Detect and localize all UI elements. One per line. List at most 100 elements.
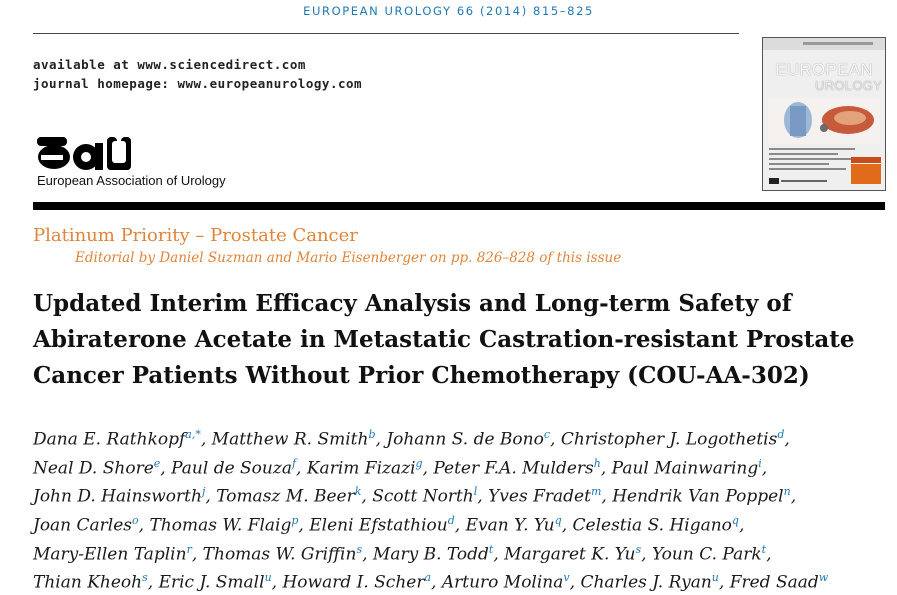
author-name[interactable]: Neal D. Shore <box>33 458 154 479</box>
author-name[interactable]: Karim Fizazi <box>306 458 416 479</box>
affiliation-marker[interactable]: d <box>447 513 455 527</box>
affiliation-marker[interactable]: s <box>142 571 148 585</box>
editorial-note[interactable]: Editorial by Daniel Suzman and Mario Eis… <box>75 250 622 266</box>
author-separator: , <box>784 429 790 450</box>
affiliation-marker[interactable]: b <box>368 428 376 441</box>
author-separator: , <box>200 429 212 450</box>
affiliation-marker[interactable]: n <box>783 485 791 499</box>
author-name[interactable]: Peter F.A. Mulders <box>433 458 594 479</box>
author-name[interactable]: Celestia S. Higano <box>572 515 732 536</box>
author-separator: , <box>362 544 373 565</box>
author-name[interactable]: Thomas W. Flaig <box>149 515 292 536</box>
author-separator: , <box>601 486 613 507</box>
availability-line[interactable]: available at www.sciencedirect.com <box>33 57 306 72</box>
author-name[interactable]: Arturo Molina <box>441 572 564 593</box>
affiliation-marker[interactable]: s <box>356 542 363 556</box>
affiliation-marker[interactable]: q <box>554 513 562 527</box>
cover-contents-lines <box>769 148 855 174</box>
running-head: EUROPEAN UROLOGY 66 (2014) 815–825 <box>303 4 594 18</box>
affiliation-marker[interactable]: k <box>354 485 362 499</box>
cover-title-bottom: UROLOGY <box>815 78 883 93</box>
affiliation-marker[interactable]: h <box>593 456 601 470</box>
affiliation-marker[interactable]: t <box>488 542 494 556</box>
affiliation-marker[interactable]: l <box>473 485 478 499</box>
author-name[interactable]: Eleni Efstathiou <box>309 515 448 536</box>
author-line: Neal D. Shoree, Paul de Souzaf, Karim Fi… <box>33 452 893 481</box>
author-name[interactable]: Charles J. Ryan <box>580 572 712 593</box>
author-name[interactable]: Johann S. de Bono <box>386 429 544 450</box>
author-name[interactable]: Evan Y. Yu <box>465 515 555 536</box>
article-category: Platinum Priority – Prostate Cancer <box>33 225 358 246</box>
author-separator: , <box>375 429 387 450</box>
author-separator: , <box>205 486 217 507</box>
affiliation-marker[interactable]: v <box>563 571 570 585</box>
author-name[interactable]: Margaret K. Yu <box>504 544 636 565</box>
article-title: Updated Interim Efficacy Analysis and Lo… <box>33 286 883 394</box>
affiliation-marker[interactable]: r <box>186 542 192 556</box>
author-name[interactable]: Yves Fradet <box>488 486 591 507</box>
affiliation-marker[interactable]: j <box>201 485 206 499</box>
affiliation-marker[interactable]: u <box>711 571 719 585</box>
affiliation-marker[interactable]: o <box>132 513 139 527</box>
society-name: European Association of Urology <box>37 173 226 188</box>
affiliation-marker[interactable]: a,* <box>185 428 201 441</box>
author-separator: , <box>493 544 505 565</box>
affiliation-marker[interactable]: a <box>424 571 432 585</box>
author-name[interactable]: Mary B. Todd <box>372 544 489 565</box>
author-name[interactable]: Howard I. Scher <box>282 572 425 593</box>
affiliation-marker[interactable]: w <box>818 571 829 585</box>
author-separator: , <box>361 486 373 507</box>
author-separator: , <box>431 572 442 593</box>
journal-cover[interactable]: EUROPEAN UROLOGY <box>762 37 886 191</box>
affiliation-marker[interactable]: i <box>758 456 762 470</box>
author-name[interactable]: Hendrik Van Poppel <box>612 486 784 507</box>
author-name[interactable]: Dana E. Rathkopf <box>33 429 186 450</box>
author-line: Mary-Ellen Taplinr, Thomas W. Griffins, … <box>33 538 893 567</box>
affiliation-marker[interactable]: p <box>291 513 299 527</box>
cover-header-strip-icon <box>763 38 885 50</box>
affiliation-marker[interactable]: q <box>731 513 739 527</box>
affiliation-marker[interactable]: f <box>291 456 297 470</box>
affiliation-marker[interactable]: t <box>761 542 767 556</box>
author-name[interactable]: Tomasz M. Beer <box>216 486 355 507</box>
author-separator: , <box>191 544 203 565</box>
eau-logo-icon: eau <box>37 137 131 170</box>
author-name[interactable]: Paul de Souza <box>171 458 292 479</box>
author-separator: , <box>561 515 573 536</box>
author-separator: , <box>298 515 310 536</box>
title-line: Cancer Patients Without Prior Chemothera… <box>33 362 810 389</box>
author-name[interactable]: Eric J. Small <box>158 572 265 593</box>
title-line: Abiraterone Acetate in Metastatic Castra… <box>33 326 855 353</box>
author-name[interactable]: Paul Mainwaring <box>611 458 759 479</box>
author-name[interactable]: Thian Kheoh <box>33 572 143 593</box>
author-name[interactable]: Matthew R. Smith <box>211 429 369 450</box>
affiliation-marker[interactable]: c <box>543 428 551 441</box>
author-name[interactable]: Scott North <box>372 486 474 507</box>
affiliation-marker[interactable]: m <box>590 485 602 499</box>
affiliation-marker[interactable]: s <box>635 542 642 556</box>
author-name[interactable]: Fred Saad <box>729 572 819 593</box>
author-name[interactable]: Youn C. Park <box>651 544 762 565</box>
author-separator: , <box>296 458 307 479</box>
title-line: Updated Interim Efficacy Analysis and Lo… <box>33 290 792 317</box>
author-name[interactable]: Thomas W. Griffin <box>202 544 357 565</box>
author-separator: , <box>454 515 466 536</box>
author-list: Dana E. Rathkopfa,*, Matthew R. Smithb, … <box>33 423 893 595</box>
affiliation-marker[interactable]: d <box>777 428 785 441</box>
author-separator: , <box>147 572 159 593</box>
author-separator: , <box>600 458 612 479</box>
author-name[interactable]: Mary-Ellen Taplin <box>33 544 187 565</box>
affiliation-marker[interactable]: u <box>264 571 272 585</box>
author-name[interactable]: John D. Hainsworth <box>33 486 202 507</box>
affiliation-marker[interactable]: g <box>415 456 423 470</box>
cover-title-top: EUROPEAN <box>775 60 873 79</box>
author-line: John D. Hainsworthj, Tomasz M. Beerk, Sc… <box>33 480 893 509</box>
author-separator: , <box>477 486 489 507</box>
author-separator: , <box>738 515 745 536</box>
author-line: Joan Carleso, Thomas W. Flaigp, Eleni Ef… <box>33 509 893 538</box>
author-name[interactable]: Christopher J. Logothetis <box>560 429 778 450</box>
cover-impact-badge <box>851 164 881 184</box>
journal-homepage-line[interactable]: journal homepage: www.europeanurology.co… <box>33 76 363 91</box>
affiliation-marker[interactable]: e <box>153 456 161 470</box>
author-name[interactable]: Joan Carles <box>33 515 133 536</box>
